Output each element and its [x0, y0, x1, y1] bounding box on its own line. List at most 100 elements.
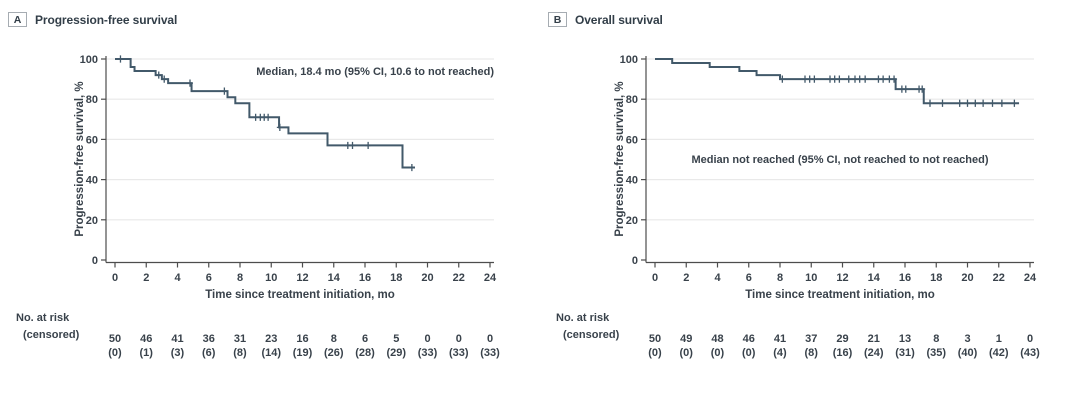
panel-title: Overall survival: [575, 13, 663, 27]
censored-count: (8): [233, 347, 247, 359]
censored-count: (26): [324, 347, 344, 359]
at-risk-count: 1: [996, 333, 1002, 345]
censored-count: (24): [864, 347, 884, 359]
censored-count: (16): [833, 347, 853, 359]
censor-mark: [919, 85, 926, 93]
censor-mark: [856, 75, 863, 83]
censor-mark: [980, 99, 987, 107]
x-tick-label: 0: [652, 272, 658, 284]
censor-mark: [836, 75, 843, 83]
x-tick-label: 14: [868, 272, 881, 284]
censor-mark: [408, 163, 415, 172]
x-tick-label: 6: [206, 272, 212, 284]
x-tick-label: 20: [421, 272, 433, 284]
censor-mark: [779, 75, 786, 83]
censor-mark: [902, 85, 909, 93]
y-tick-label: 60: [626, 134, 638, 146]
censored-count: (19): [293, 347, 313, 359]
at-risk-count: 41: [774, 333, 786, 345]
censor-mark: [998, 99, 1005, 107]
at-risk-count: 46: [743, 333, 755, 345]
at-risk-count: 0: [1027, 333, 1033, 345]
median-annotation: Median not reached (95% CI, not reached …: [691, 154, 989, 166]
x-axis-label: Time since treatment initiation, mo: [205, 289, 395, 301]
y-tick-label: 20: [86, 215, 98, 227]
censored-count: (33): [480, 347, 500, 359]
at-risk-count: 48: [711, 333, 723, 345]
x-tick-label: 24: [484, 272, 497, 284]
x-tick-label: 6: [746, 272, 752, 284]
at-risk-count: 31: [234, 333, 246, 345]
x-tick-label: 22: [453, 272, 465, 284]
censor-mark: [276, 123, 283, 131]
x-tick-label: 4: [174, 272, 181, 284]
panel-letter-badge: A: [8, 12, 27, 27]
at-risk-count: 8: [331, 333, 337, 345]
x-tick-label: 4: [714, 272, 721, 284]
censor-mark: [862, 75, 869, 83]
y-tick-label: 20: [626, 215, 638, 227]
x-tick-label: 20: [961, 272, 973, 284]
censor-mark: [939, 99, 946, 107]
censored-count: (14): [261, 347, 281, 359]
censor-mark: [1011, 99, 1018, 107]
at-risk-count: 50: [649, 333, 661, 345]
x-tick-label: 10: [265, 272, 277, 284]
censor-mark: [161, 75, 168, 83]
at-risk-count: 0: [456, 333, 462, 345]
censor-mark: [972, 99, 979, 107]
at-risk-count: 5: [393, 333, 399, 345]
x-tick-label: 22: [993, 272, 1005, 284]
censored-count: (0): [108, 347, 122, 359]
censor-mark: [891, 75, 898, 83]
censor-mark: [365, 141, 372, 150]
km-curve: [655, 58, 1020, 105]
x-axis-label: Time since treatment initiation, mo: [745, 289, 935, 301]
x-tick-label: 24: [1024, 272, 1037, 284]
censored-count: (29): [386, 347, 406, 359]
at-risk-count: 50: [109, 333, 121, 345]
y-tick-label: 60: [86, 134, 98, 146]
censored-count: (0): [648, 347, 662, 359]
censored-count: (6): [202, 347, 216, 359]
at-risk-count: 36: [203, 333, 215, 345]
censored-count: (42): [989, 347, 1009, 359]
panel-progression-free-survival: 0 20 40 60 80 100 0 2 4 6 8 10 12 14 16 18 20 22 24 50 (0) 46…: [8, 12, 500, 359]
censored-count: (40): [958, 347, 978, 359]
at-risk-count: 13: [899, 333, 911, 345]
x-tick-label: 8: [777, 272, 783, 284]
at-risk-count: 21: [868, 333, 880, 345]
at-risk-count: 41: [171, 333, 183, 345]
at-risk-count: 29: [836, 333, 848, 345]
at-risk-count: 23: [265, 333, 277, 345]
x-tick-label: 14: [328, 272, 341, 284]
censor-mark: [221, 87, 228, 95]
censor-mark: [265, 113, 272, 121]
censored-count: (28): [355, 347, 375, 359]
panel-letter-badge: B: [548, 12, 567, 27]
censor-mark: [845, 75, 852, 83]
at-risk-count: 0: [487, 333, 493, 345]
x-tick-label: 16: [359, 272, 371, 284]
y-tick-label: 100: [80, 54, 98, 66]
censored-count: (33): [418, 347, 438, 359]
km-curve: [115, 58, 415, 169]
censored-count: (33): [449, 347, 469, 359]
y-tick-label: 40: [86, 175, 98, 187]
y-tick-label: 100: [620, 54, 638, 66]
censor-mark: [927, 99, 933, 107]
censor-mark: [117, 55, 124, 63]
at-risk-count: 37: [805, 333, 817, 345]
censor-mark: [187, 79, 193, 87]
x-tick-label: 12: [836, 272, 848, 284]
censored-count: (3): [171, 347, 185, 359]
censored-table-label: (censored): [563, 329, 620, 341]
censored-count: (1): [140, 347, 154, 359]
x-tick-label: 10: [805, 272, 817, 284]
y-axis-label: Progression-free survival, %: [614, 81, 626, 237]
censor-mark: [989, 99, 996, 107]
x-tick-label: 18: [930, 272, 942, 284]
